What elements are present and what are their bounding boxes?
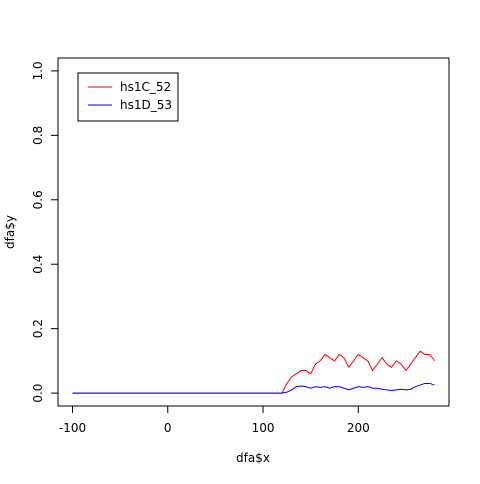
y-tick-label: 0.0 [31,384,45,403]
legend-label: hs1C_52 [120,80,171,94]
y-axis-label: dfa$y [3,215,17,249]
y-tick-label: 0.6 [31,190,45,209]
x-tick-label: 100 [252,421,275,435]
x-tick-label: 200 [347,421,370,435]
legend-label: hs1D_53 [120,98,172,112]
x-axis-label: dfa$x [236,451,270,465]
y-tick-label: 0.2 [31,319,45,338]
series-line [72,382,435,394]
x-tick-label: 0 [164,421,172,435]
legend-box [77,72,179,122]
x-tick-label: -100 [59,421,86,435]
series-line [72,350,435,394]
y-tick-label: 1.0 [31,61,45,80]
y-tick-label: 0.8 [31,126,45,145]
y-tick-label: 0.4 [31,255,45,274]
